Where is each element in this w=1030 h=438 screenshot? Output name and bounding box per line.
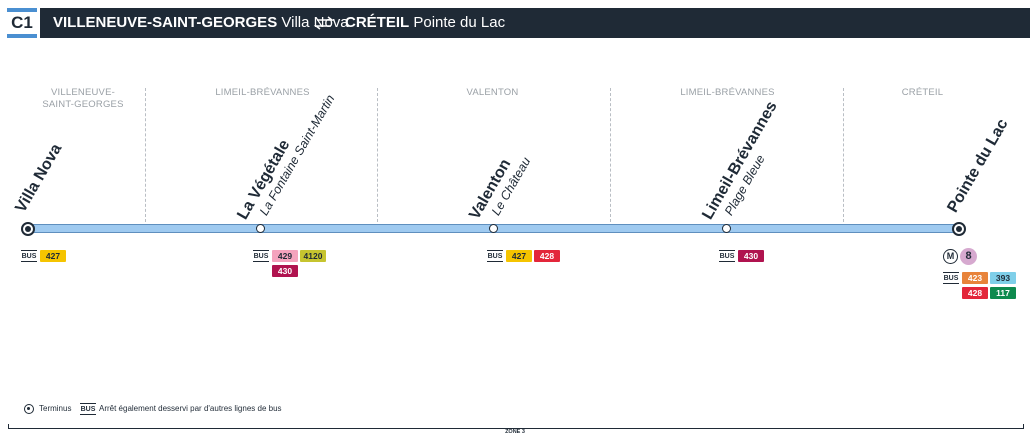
bus-legend-icon: BUS <box>80 403 96 415</box>
bus-route-430: 430 <box>738 250 764 262</box>
bus-route-117: 117 <box>990 287 1016 299</box>
bus-icon: BUS <box>719 250 735 262</box>
bus-route-428: 428 <box>962 287 988 299</box>
bus-icon: BUS <box>21 250 37 262</box>
to-city: CRÉTEIL <box>345 14 410 31</box>
bus-route-427: 427 <box>40 250 66 262</box>
terminus-marker <box>952 222 966 236</box>
bus-route-423: 423 <box>962 272 988 284</box>
stop-pointe-du-lac: Pointe du Lac <box>944 116 1012 216</box>
terminus-legend-icon <box>24 404 34 414</box>
bus-icon: BUS <box>487 250 503 262</box>
bus-icon: BUS <box>943 272 959 284</box>
stop-villa-nova: Villa Nova <box>12 141 66 216</box>
legend-bus: Arrêt également desservi par d'autres li… <box>99 404 282 413</box>
stop-marker <box>256 224 265 233</box>
header: C1 VILLENEUVE-SAINT-GEORGES Villa Nova C… <box>0 8 1030 38</box>
bus-route-430: 430 <box>272 265 298 277</box>
zone-creteil: CRÉTEIL <box>901 87 944 98</box>
stop-limeil-brevannes: Limeil-Brévannes Plage Bleue <box>699 98 781 223</box>
bus-route-428: 428 <box>534 250 560 262</box>
zone-divider <box>377 88 378 222</box>
stop-valenton: Valenton Le Château <box>466 154 534 223</box>
legend-terminus: Terminus <box>39 404 72 413</box>
from-stop: Villa Nova <box>281 14 349 31</box>
line-number: C1 <box>11 13 33 32</box>
line-badge: C1 <box>7 8 37 38</box>
stop-marker <box>489 224 498 233</box>
metro-icon: M <box>943 249 958 264</box>
bidirectional-arrow-icon <box>313 16 335 30</box>
from-city: VILLENEUVE-SAINT-GEORGES <box>53 14 278 31</box>
bus-route-427: 427 <box>506 250 532 262</box>
to-stop: Pointe du Lac <box>413 14 506 31</box>
zone-divider <box>610 88 611 222</box>
title-bar: VILLENEUVE-SAINT-GEORGES Villa Nova CRÉT… <box>40 8 1030 38</box>
zone-divider <box>843 88 844 222</box>
terminus-marker <box>21 222 35 236</box>
zone-limeil-1: LIMEIL-BRÉVANNES <box>215 87 310 98</box>
metro-line-8: 8 <box>960 248 977 265</box>
zone-divider <box>145 88 146 222</box>
zone-valenton: VALENTON <box>466 87 519 98</box>
bus-route-429: 429 <box>272 250 298 262</box>
zone-limeil-2: LIMEIL-BRÉVANNES <box>680 87 775 98</box>
fare-zone-bracket <box>8 424 1024 429</box>
stop-marker <box>722 224 731 233</box>
bus-icon: BUS <box>253 250 269 262</box>
bus-route-4120: 4120 <box>300 250 326 262</box>
bus-route-393: 393 <box>990 272 1016 284</box>
fare-zone-label: ZONE 3 <box>505 429 525 435</box>
zone-villeneuve: VILLENEUVE- SAINT-GEORGES <box>42 87 124 110</box>
stop-la-vegetale: La Végétale La Fontaine Saint-Martin <box>234 92 338 223</box>
